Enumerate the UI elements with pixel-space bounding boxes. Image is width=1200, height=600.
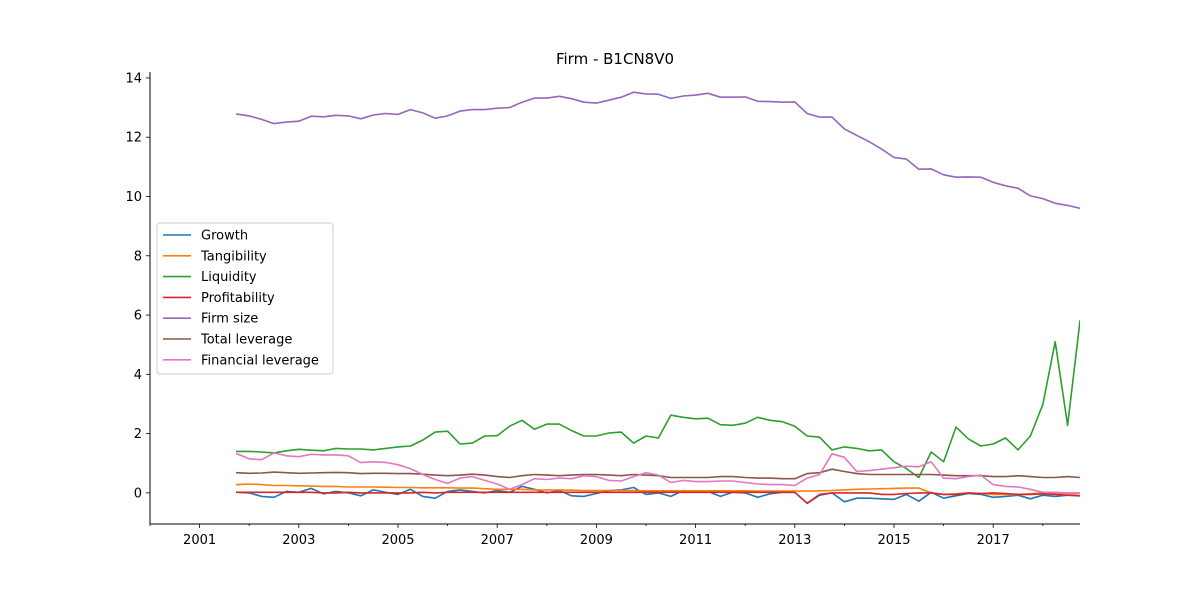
- x-tick-label: 2005: [381, 533, 414, 548]
- x-tick-label: 2011: [679, 533, 712, 548]
- series-line-total-leverage: [235, 468, 1080, 480]
- y-tick-label: 0: [134, 486, 142, 501]
- series-line-profitability: [236, 491, 1080, 505]
- x-tick-label: 2013: [778, 533, 811, 548]
- legend: Growth Tangibility Liquidity Profitability F…: [156, 222, 334, 375]
- x-tick-label: 2015: [877, 533, 910, 548]
- axes-layer: [149, 72, 1080, 525]
- series-line-liquidity: [236, 320, 1080, 479]
- legend-label: Financial leverage: [201, 353, 319, 368]
- y-tick-label: 6: [134, 309, 142, 324]
- y-tick-label: 10: [125, 190, 142, 205]
- x-tick-label: 2007: [481, 533, 514, 548]
- y-tick-label: 8: [134, 249, 142, 264]
- x-tick-label: 2017: [977, 533, 1010, 548]
- y-tick-label: 14: [125, 71, 142, 86]
- legend-items: Growth Tangibility Liquidity Profitability F…: [163, 229, 319, 368]
- y-ticks: 0 2 4 6 8 10 12 14: [125, 71, 150, 501]
- series-line-financial-leverage: [235, 452, 1080, 494]
- legend-label: Total leverage: [200, 333, 292, 348]
- x-ticks: 2001 2003 2005 2007 2009 2011 2013 2015 2017: [149, 524, 1044, 548]
- legend-label: Profitability: [201, 291, 275, 306]
- legend-frame: [156, 222, 334, 375]
- x-tick-label: 2001: [183, 533, 216, 548]
- legend-label: Liquidity: [201, 270, 257, 285]
- series-line-firm-size: [235, 91, 1080, 210]
- y-tick-label: 2: [134, 427, 142, 442]
- legend-label: Growth: [201, 229, 248, 244]
- x-tick-label: 2009: [580, 533, 613, 548]
- legend-label: Firm size: [201, 312, 258, 327]
- y-tick-label: 12: [125, 131, 142, 146]
- x-tick-label: 2003: [282, 533, 315, 548]
- y-tick-label: 4: [134, 368, 142, 383]
- series-layer: [235, 91, 1080, 505]
- chart-title: Firm - B1CN8V0: [556, 50, 674, 68]
- legend-label: Tangibility: [200, 249, 267, 264]
